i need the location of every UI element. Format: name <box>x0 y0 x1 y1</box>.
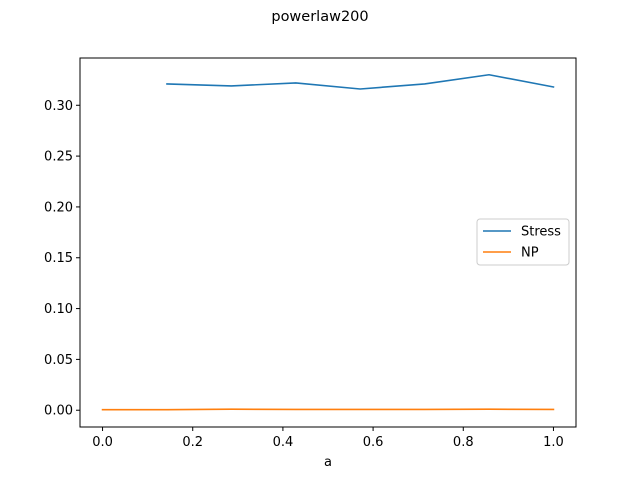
plot-area <box>101 73 555 411</box>
x-tick-label: 0.2 <box>182 435 203 450</box>
y-tick-label: 0.00 <box>44 404 73 419</box>
x-axis-label: a <box>324 455 332 470</box>
y-tick-label: 0.20 <box>44 200 73 215</box>
y-tick-label: 0.10 <box>44 302 73 317</box>
legend: Stress NP <box>476 218 570 266</box>
x-tick-label: 0.8 <box>453 435 474 450</box>
x-tick-label: 0.4 <box>273 435 294 450</box>
legend-label-stress: Stress <box>521 225 561 240</box>
axes-frame <box>79 57 577 428</box>
chart-title: powerlaw200 <box>271 9 368 25</box>
legend-label-np: NP <box>521 246 539 261</box>
y-tick-label: 0.05 <box>44 353 73 368</box>
y-tick-label: 0.30 <box>44 99 73 114</box>
series-line-stress <box>166 73 555 90</box>
y-tick-label: 0.25 <box>44 150 73 165</box>
y-tick-label: 0.15 <box>44 251 73 266</box>
x-tick-label: 0.6 <box>363 435 384 450</box>
series-line-np <box>101 408 555 411</box>
x-tick-label: 1.0 <box>543 435 564 450</box>
x-tick-label: 0.0 <box>92 435 113 450</box>
